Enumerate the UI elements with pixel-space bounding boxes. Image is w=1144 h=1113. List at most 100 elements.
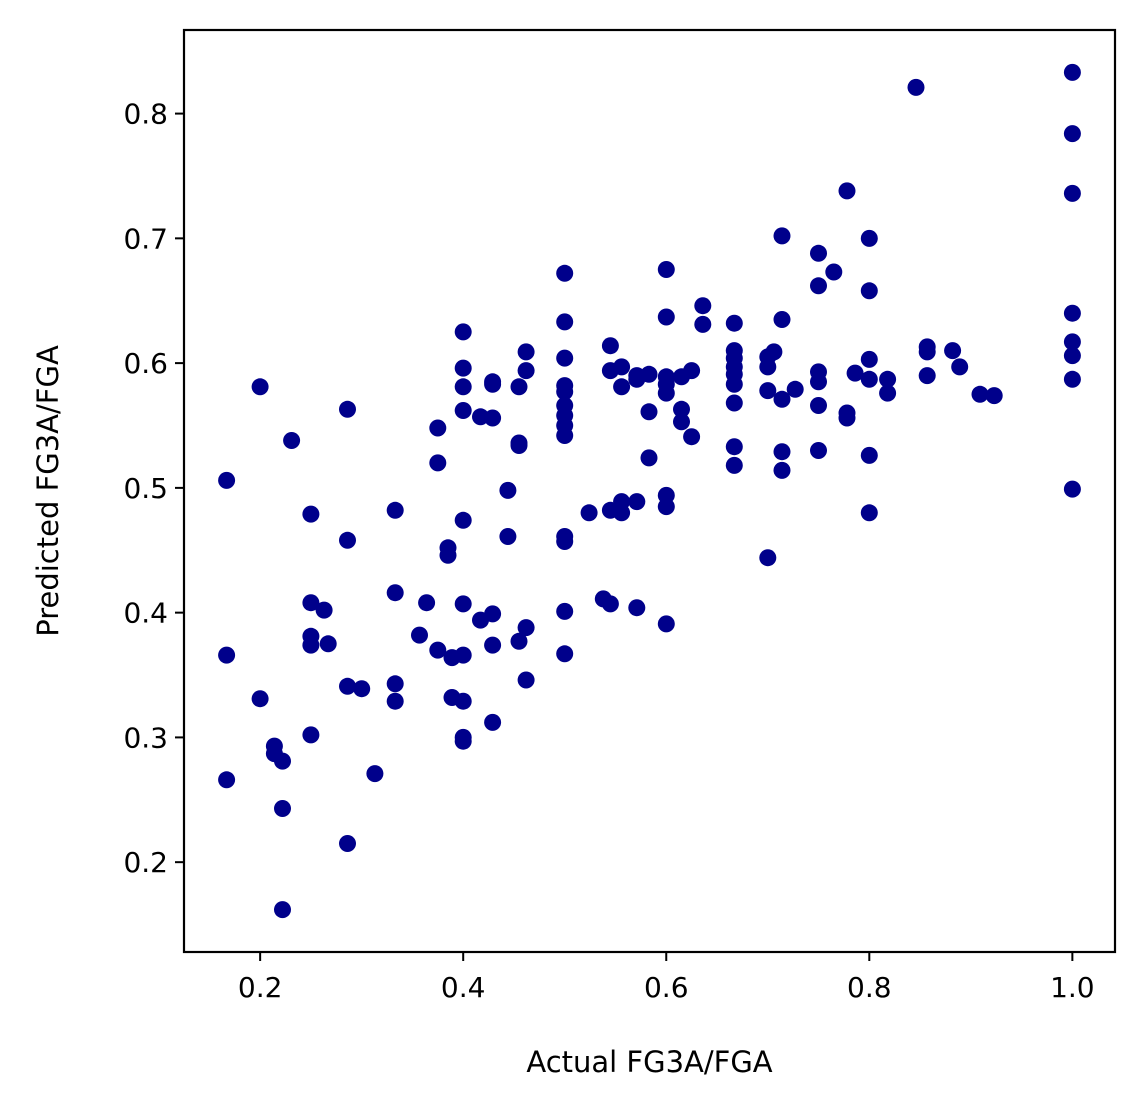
data-point-80 <box>601 337 619 355</box>
y-tick-label: 0.7 <box>123 222 168 255</box>
data-point-23 <box>366 765 384 783</box>
data-point-134 <box>810 397 827 414</box>
x-tick-label: 0.6 <box>644 971 689 1004</box>
data-point-106 <box>683 362 701 380</box>
data-point-122 <box>759 549 777 567</box>
data-point-84 <box>613 358 631 376</box>
data-point-105 <box>673 413 690 431</box>
data-point-121 <box>759 382 777 400</box>
data-point-90 <box>628 493 646 511</box>
data-point-143 <box>860 350 878 368</box>
data-point-31 <box>429 454 447 472</box>
data-point-160 <box>1063 304 1081 322</box>
data-point-93 <box>640 403 658 421</box>
data-point-87 <box>613 504 631 522</box>
data-point-26 <box>386 675 404 693</box>
data-point-62 <box>517 362 535 380</box>
data-point-55 <box>499 481 517 499</box>
data-point-22 <box>353 680 371 698</box>
data-point-76 <box>556 602 574 620</box>
data-point-118 <box>725 456 743 474</box>
data-point-109 <box>694 315 712 333</box>
data-point-85 <box>613 378 631 396</box>
data-point-40 <box>454 402 472 419</box>
data-point-9 <box>274 901 291 919</box>
data-point-137 <box>838 182 856 200</box>
data-point-10 <box>283 432 301 449</box>
data-point-157 <box>1063 63 1081 81</box>
data-point-59 <box>510 437 528 454</box>
data-point-154 <box>951 358 969 376</box>
data-point-17 <box>319 635 337 653</box>
data-point-21 <box>339 835 356 852</box>
data-point-54 <box>484 713 502 731</box>
data-point-52 <box>484 605 502 623</box>
data-point-159 <box>1063 184 1081 202</box>
data-point-20 <box>339 677 356 695</box>
data-point-73 <box>556 427 574 444</box>
data-point-25 <box>386 584 404 602</box>
data-point-136 <box>825 263 843 281</box>
data-point-148 <box>879 384 897 402</box>
data-point-60 <box>510 632 528 650</box>
data-point-149 <box>907 78 925 96</box>
data-point-64 <box>517 671 535 689</box>
data-point-146 <box>860 504 878 522</box>
data-point-102 <box>657 615 675 633</box>
data-point-57 <box>510 378 528 396</box>
data-point-96 <box>657 308 675 326</box>
data-point-94 <box>640 449 658 467</box>
y-tick-label: 0.2 <box>123 846 168 879</box>
data-point-125 <box>773 311 791 328</box>
data-point-145 <box>860 446 878 464</box>
data-point-24 <box>386 501 404 519</box>
y-tick-label: 0.5 <box>123 472 168 505</box>
data-point-116 <box>725 394 743 412</box>
data-point-43 <box>454 646 472 664</box>
x-tick-label: 0.4 <box>441 971 486 1004</box>
data-point-92 <box>640 365 658 383</box>
data-point-142 <box>860 282 878 300</box>
data-points <box>218 63 1081 919</box>
data-point-140 <box>846 364 864 382</box>
x-axis-label: Actual FG3A/FGA <box>526 1045 772 1079</box>
data-point-53 <box>484 636 502 654</box>
data-point-156 <box>985 387 1003 405</box>
data-point-126 <box>773 390 791 408</box>
y-tick-label: 0.6 <box>123 347 168 380</box>
data-point-12 <box>302 594 320 612</box>
data-point-2 <box>218 771 236 789</box>
data-point-161 <box>1063 333 1081 351</box>
data-point-16 <box>315 601 333 619</box>
data-point-123 <box>765 343 783 361</box>
data-point-19 <box>339 531 356 549</box>
y-tick-label: 0.4 <box>123 597 168 630</box>
data-point-28 <box>411 626 428 644</box>
y-axis-label: Predicted FG3A/FGA <box>31 345 65 637</box>
data-point-153 <box>944 342 962 360</box>
data-point-124 <box>773 227 791 245</box>
data-point-11 <box>302 505 320 523</box>
data-point-39 <box>454 378 472 396</box>
data-point-158 <box>1063 125 1081 143</box>
data-point-83 <box>601 595 619 613</box>
data-point-152 <box>918 367 936 385</box>
data-point-99 <box>657 384 675 402</box>
y-tick-label: 0.3 <box>123 721 168 754</box>
data-point-144 <box>860 370 878 388</box>
data-point-77 <box>556 645 574 663</box>
plot-frame <box>182 28 1117 954</box>
data-point-139 <box>838 409 856 427</box>
data-point-8 <box>274 800 291 817</box>
x-axis-ticks: 0.2 0.4 0.6 0.8 1.0 <box>238 952 1095 1004</box>
data-point-107 <box>683 428 701 446</box>
data-point-29 <box>418 594 436 612</box>
data-point-147 <box>879 370 897 388</box>
data-point-104 <box>673 400 690 418</box>
data-point-151 <box>918 343 936 361</box>
data-point-128 <box>773 461 791 479</box>
data-point-110 <box>725 314 743 332</box>
data-point-56 <box>499 528 517 545</box>
